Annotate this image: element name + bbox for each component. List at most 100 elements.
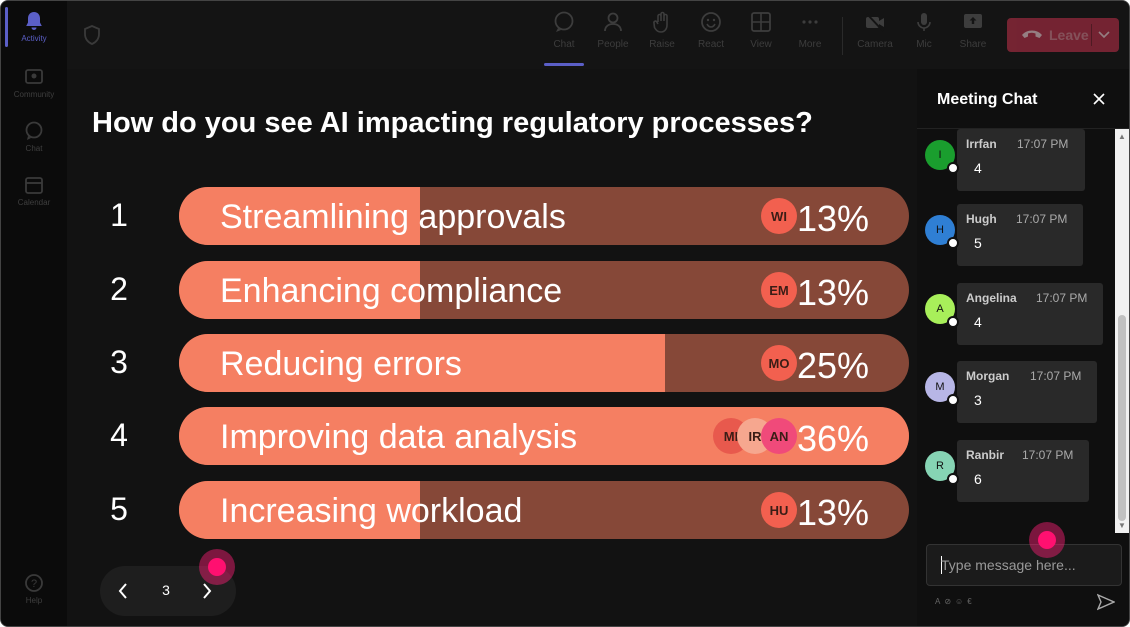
chat-button[interactable]: Chat xyxy=(541,11,587,61)
send-icon[interactable] xyxy=(1096,593,1116,616)
emoji-icon[interactable]: ☺ xyxy=(955,597,964,606)
attach-icon[interactable]: ⊘ xyxy=(944,597,952,606)
rail-item-help[interactable]: ? Help xyxy=(1,573,67,625)
mic-button[interactable]: Mic xyxy=(901,11,947,61)
option-result-fill xyxy=(179,481,420,539)
message-text: 4 xyxy=(974,160,982,176)
more-dots-icon xyxy=(799,11,821,33)
format-icon[interactable]: A xyxy=(935,597,941,606)
phone-hangup-icon xyxy=(1021,26,1043,44)
message-time: 17:07 PM xyxy=(1016,212,1068,226)
option-label: Streamlining approvals xyxy=(220,198,566,236)
sender-name: Hugh xyxy=(966,212,997,226)
react-button-label: React xyxy=(697,39,725,50)
option-result-bar: Improving data analysis MI IR AN 36% xyxy=(179,407,909,465)
shield-icon[interactable] xyxy=(83,25,101,50)
presence-status-icon xyxy=(947,237,959,249)
chat-message[interactable]: Irrfan 17:07 PM 4 I xyxy=(925,129,1125,193)
message-bubble: Angelina 17:07 PM 4 xyxy=(957,283,1103,345)
option-number: 3 xyxy=(110,344,128,380)
rail-item-chat[interactable]: Chat xyxy=(1,121,67,173)
svg-text:?: ? xyxy=(31,578,37,590)
rail-label: Help xyxy=(25,596,43,605)
rail-item-activity[interactable]: Activity xyxy=(1,11,67,63)
message-time: 17:07 PM xyxy=(1030,369,1082,383)
toolbar-divider xyxy=(842,17,843,55)
chat-scrollbar[interactable]: ▲ ▼ xyxy=(1115,129,1129,533)
voter-avatar: HU xyxy=(761,492,797,528)
bell-icon xyxy=(24,11,44,31)
message-bubble: Ranbir 17:07 PM 6 xyxy=(957,440,1089,502)
share-button-label: Share xyxy=(959,39,987,50)
close-icon[interactable] xyxy=(1091,91,1107,112)
message-time: 17:07 PM xyxy=(1022,448,1074,462)
meeting-toolbar: Chat People Raise React View xyxy=(67,1,1129,69)
active-tab-indicator xyxy=(544,63,584,66)
presence-status-icon xyxy=(947,394,959,406)
gif-icon[interactable]: € xyxy=(967,597,972,606)
poll-option-5: 5 Increasing workload HU 13% xyxy=(67,481,917,539)
message-text: 3 xyxy=(974,392,982,408)
option-label: Improving data analysis xyxy=(220,418,578,456)
react-button[interactable]: React xyxy=(688,11,734,61)
presence-status-icon xyxy=(947,316,959,328)
rail-item-calendar[interactable]: Calendar xyxy=(1,175,67,227)
chevron-right-icon[interactable] xyxy=(200,581,214,606)
leave-divider xyxy=(1091,24,1092,46)
option-result-bar: Streamlining approvals WI 13% xyxy=(179,187,909,245)
chat-input-box[interactable] xyxy=(926,544,1122,586)
chevron-down-icon[interactable] xyxy=(1097,27,1111,46)
chat-icon xyxy=(24,121,44,141)
share-button[interactable]: Share xyxy=(950,11,996,61)
message-bubble: Irrfan 17:07 PM 4 xyxy=(957,129,1085,191)
rail-label: Community xyxy=(13,90,55,99)
voter-avatars: HU xyxy=(761,492,797,528)
format-toolbar: A ⊘ ☺ € xyxy=(935,597,972,606)
chat-message[interactable]: Hugh 17:07 PM 5 H xyxy=(925,204,1125,268)
scroll-up-arrow-icon[interactable]: ▲ xyxy=(1118,132,1126,141)
camera-off-icon xyxy=(864,11,886,33)
left-rail: Activity Community Chat Calendar ? Help xyxy=(1,1,67,626)
people-button-label: People xyxy=(597,39,629,50)
chat-message-input[interactable] xyxy=(941,555,1111,575)
sender-name: Angelina xyxy=(966,291,1017,305)
camera-button[interactable]: Camera xyxy=(852,11,898,61)
voter-avatar: MO xyxy=(761,345,797,381)
chevron-left-icon[interactable] xyxy=(116,581,130,606)
sender-name: Morgan xyxy=(966,369,1010,383)
sender-name: Ranbir xyxy=(966,448,1005,462)
chat-message[interactable]: Angelina 17:07 PM 4 A xyxy=(925,283,1125,347)
rail-label: Activity xyxy=(21,34,47,43)
page-number: 3 xyxy=(162,582,170,598)
option-percentage: 13% xyxy=(796,272,869,313)
chat-message[interactable]: Morgan 17:07 PM 3 M xyxy=(925,361,1125,425)
pointer-highlight xyxy=(1029,522,1065,558)
message-text: 6 xyxy=(974,471,982,487)
people-button[interactable]: People xyxy=(590,11,636,61)
option-number: 1 xyxy=(110,197,128,233)
raise-hand-button[interactable]: Raise xyxy=(639,11,685,61)
community-icon xyxy=(24,67,44,87)
poll-option-4: 4 Improving data analysis MI IR AN 36% xyxy=(67,407,917,465)
option-result-fill xyxy=(179,334,666,392)
more-button[interactable]: More xyxy=(787,11,833,61)
presence-status-icon xyxy=(947,162,959,174)
leave-button[interactable]: Leave xyxy=(1007,18,1119,52)
poll-question: How do you see AI impacting regulatory p… xyxy=(92,107,813,139)
scroll-down-arrow-icon[interactable]: ▼ xyxy=(1118,521,1126,530)
chat-button-label: Chat xyxy=(553,39,575,50)
presence-status-icon xyxy=(947,473,959,485)
option-percentage: 25% xyxy=(796,345,869,386)
option-percentage: 36% xyxy=(796,418,869,459)
rail-item-community[interactable]: Community xyxy=(1,67,67,119)
scrollbar-thumb[interactable] xyxy=(1118,315,1126,521)
chat-message[interactable]: Ranbir 17:07 PM 6 R xyxy=(925,440,1125,504)
avatar[interactable]: H xyxy=(925,215,955,245)
rail-label: Chat xyxy=(25,144,43,153)
help-icon: ? xyxy=(24,573,44,593)
view-button[interactable]: View xyxy=(738,11,784,61)
raise-button-label: Raise xyxy=(649,39,675,50)
voter-avatars: MI IR AN xyxy=(713,418,797,454)
meeting-chat-panel: Meeting Chat Irrfan 17:07 PM 4 I Hugh 17:07 P… xyxy=(917,69,1129,626)
